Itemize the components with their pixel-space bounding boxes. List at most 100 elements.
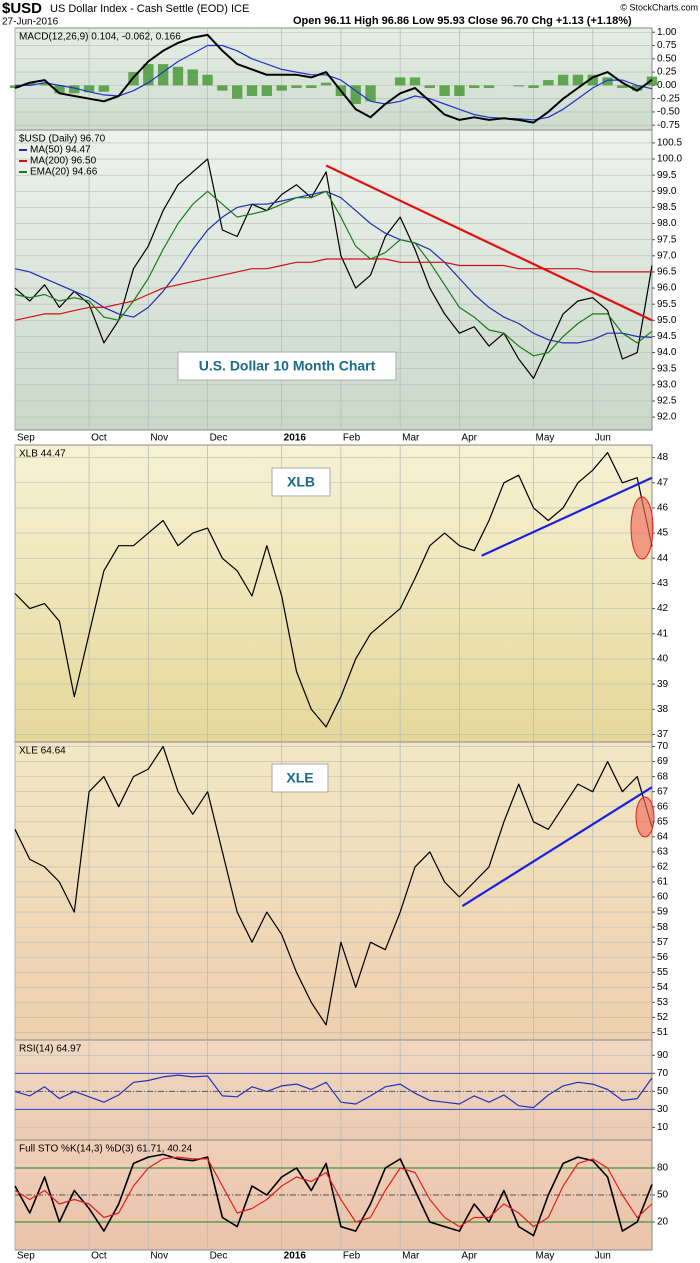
histogram-bar xyxy=(276,85,287,91)
y-tick-label: 10 xyxy=(657,1122,669,1133)
histogram-bar xyxy=(202,74,213,86)
histogram-bar xyxy=(632,85,643,91)
y-tick-label: 58 xyxy=(657,922,669,933)
y-tick-label: 52 xyxy=(657,1012,669,1023)
panel-title: RSI(14) 64.97 xyxy=(19,1044,82,1055)
histogram-bar xyxy=(365,85,376,102)
date: 27-Jun-2016 xyxy=(2,17,59,28)
x-tick-label: Sep xyxy=(17,1251,35,1262)
y-tick-label: 69 xyxy=(657,756,669,767)
series-line xyxy=(14,745,653,1026)
y-tick-label: 50 xyxy=(657,1086,669,1097)
y-tick-label: 0.00 xyxy=(657,80,677,91)
annotation-box xyxy=(271,763,329,793)
annotation-box xyxy=(177,351,397,381)
y-tick-label: 93.5 xyxy=(657,363,677,374)
x-tick-label: Nov xyxy=(150,433,168,444)
histogram-bar xyxy=(617,85,628,89)
series-line xyxy=(14,1156,653,1228)
y-tick-label: 65 xyxy=(657,816,669,827)
y-tick-label: 96.0 xyxy=(657,283,677,294)
x-tick-label: Nov xyxy=(150,1251,168,1262)
y-tick-label: 47 xyxy=(657,477,669,488)
panel-title: XLB 44.47 xyxy=(19,449,66,460)
y-tick-label: -0.25 xyxy=(657,93,680,104)
y-tick-label: 68 xyxy=(657,771,669,782)
histogram-bar xyxy=(157,64,169,86)
y-tick-label: 100.0 xyxy=(657,154,682,165)
annotation: XLE xyxy=(286,770,313,786)
y-tick-label: 37 xyxy=(657,729,669,740)
y-tick-label: 94.5 xyxy=(657,331,677,342)
x-tick-label: Sep xyxy=(17,433,35,444)
panels: 1.00 0.75 0.50 0.25 0.00 -0.25 -0.50 -0.75 MACD(… xyxy=(9,27,682,1262)
histogram-bar xyxy=(172,66,184,86)
y-tick-label: 38 xyxy=(657,704,669,715)
y-tick-label: 39 xyxy=(657,679,669,690)
x-tick-label: Jun xyxy=(595,1251,611,1262)
y-tick-label: 92.0 xyxy=(657,412,677,423)
panel-background xyxy=(14,741,653,1041)
histogram-bar xyxy=(143,64,154,86)
panel-title: Full STO %K(14,3) %D(3) 61.71, 40.24 xyxy=(19,1144,193,1155)
x-tick-label: 2016 xyxy=(284,1251,307,1262)
y-tick-label: 63 xyxy=(657,847,669,858)
x-tick-label: Oct xyxy=(91,1251,107,1262)
y-tick-label: 62 xyxy=(657,862,669,873)
histogram-bar xyxy=(98,85,110,92)
annotation: XLB xyxy=(287,474,315,490)
series-line xyxy=(14,190,653,357)
histogram-bar xyxy=(54,85,65,94)
y-tick-label: 0.50 xyxy=(657,53,677,64)
histogram-bar xyxy=(513,85,524,87)
series-line xyxy=(14,452,653,728)
panel-title: $USD (Daily) 96.70 xyxy=(19,134,106,145)
y-tick-label: 67 xyxy=(657,786,669,797)
highlight-oval xyxy=(630,496,654,560)
series-line xyxy=(15,44,653,121)
panel-title: MACD(12,26,9) 0.104, -0.062, 0.166 xyxy=(19,32,181,43)
y-tick-label: 55 xyxy=(657,967,669,978)
histogram-bar xyxy=(246,85,258,96)
histogram-bar xyxy=(572,74,584,86)
y-tick-label: -0.50 xyxy=(657,107,680,118)
y-tick-label: 50 xyxy=(657,1190,669,1201)
series-line xyxy=(14,190,653,344)
histogram-bar xyxy=(83,85,95,93)
histogram-bar xyxy=(587,74,598,86)
y-tick-label: 99.0 xyxy=(657,186,677,197)
histogram-bar xyxy=(187,69,198,86)
histogram-bar xyxy=(543,80,554,86)
histogram-bar xyxy=(394,77,406,86)
panel-title: XLE 64.64 xyxy=(19,746,66,757)
y-tick-label: 48 xyxy=(657,452,669,463)
series-line xyxy=(14,33,653,124)
x-tick-label: May xyxy=(535,433,554,444)
histogram-bar xyxy=(528,85,539,89)
x-tick-label: Apr xyxy=(461,433,477,444)
histogram-bar xyxy=(39,82,50,86)
legend-swatch xyxy=(19,160,27,162)
annotation: U.S. Dollar 10 Month Chart xyxy=(199,358,376,374)
histogram-bar xyxy=(469,85,480,89)
y-tick-label: 0.75 xyxy=(657,40,677,51)
histogram-bar xyxy=(424,85,435,89)
x-tick-label: Oct xyxy=(91,433,107,444)
y-tick-label: 96.5 xyxy=(657,267,677,278)
histogram-bar xyxy=(483,85,495,89)
histogram-bar xyxy=(261,85,273,96)
y-tick-label: 20 xyxy=(657,1217,669,1228)
y-tick-label: 30 xyxy=(657,1104,669,1115)
y-tick-label: 43 xyxy=(657,578,669,589)
series-line xyxy=(14,158,653,379)
y-tick-label: 98.0 xyxy=(657,218,677,229)
y-tick-label: 46 xyxy=(657,503,669,514)
x-tick-label: Mar xyxy=(402,1251,420,1262)
y-tick-label: 97.5 xyxy=(657,234,677,245)
y-tick-label: 95.5 xyxy=(657,299,677,310)
y-tick-label: 70 xyxy=(657,741,669,752)
x-tick-label: Mar xyxy=(402,433,420,444)
panel-background xyxy=(14,27,653,131)
y-tick-label: 90 xyxy=(657,1050,669,1061)
